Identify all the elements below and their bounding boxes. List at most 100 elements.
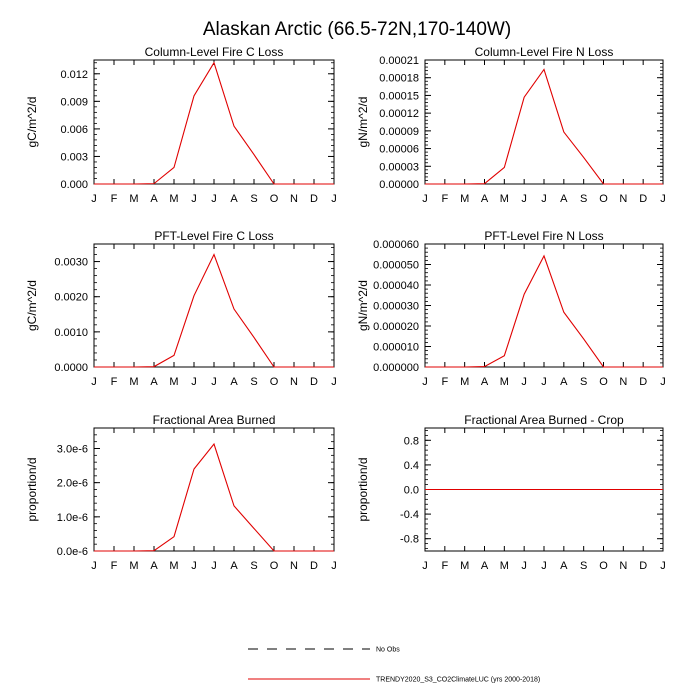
y-tick-label: 0.00012 — [379, 108, 419, 120]
x-tick-label: S — [580, 193, 587, 205]
series-line — [94, 442, 334, 552]
y-tick-label: 0.000 — [60, 179, 88, 191]
x-tick-label: F — [441, 193, 448, 205]
x-tick-label: J — [91, 193, 97, 205]
x-tick-label: N — [619, 560, 627, 572]
y-tick-label: 0.4 — [404, 460, 419, 472]
x-tick-label: J — [331, 560, 337, 572]
x-tick-label: N — [290, 193, 298, 205]
x-tick-label: F — [441, 376, 448, 388]
x-tick-label: J — [422, 376, 428, 388]
x-tick-label: A — [481, 193, 489, 205]
y-tick-label: -0.8 — [400, 534, 419, 546]
y-tick-label: 2.0e-6 — [57, 478, 88, 490]
x-tick-label: M — [169, 560, 178, 572]
x-tick-label: N — [290, 376, 298, 388]
y-tick-label: 0.00003 — [379, 161, 419, 173]
y-tick-label: 0.00015 — [379, 90, 419, 102]
x-tick-label: S — [250, 376, 257, 388]
y-tick-label: 0.009 — [60, 96, 88, 108]
x-tick-label: J — [521, 376, 527, 388]
x-tick-label: M — [500, 560, 509, 572]
x-tick-label: N — [619, 376, 627, 388]
x-tick-label: J — [422, 193, 428, 205]
x-tick-label: A — [560, 193, 568, 205]
y-tick-label: 0.0030 — [54, 257, 88, 269]
series-line — [94, 253, 334, 368]
x-tick-label: J — [521, 560, 527, 572]
chart-title: Column-Level Fire N Loss — [475, 45, 614, 59]
x-tick-label: S — [580, 376, 587, 388]
y-tick-label: 0.00000 — [379, 179, 419, 191]
y-tick-label: 1.0e-6 — [57, 512, 88, 524]
chart-title: Fractional Area Burned — [153, 413, 276, 427]
x-tick-label: J — [91, 560, 97, 572]
y-tick-label: 0.003 — [60, 151, 88, 163]
y-tick-label: 0.000030 — [373, 301, 419, 313]
x-tick-label: J — [191, 560, 197, 572]
x-tick-label: J — [191, 376, 197, 388]
y-tick-label: 0.000040 — [373, 280, 419, 292]
y-axis-label: gN/m^2/d — [356, 97, 370, 148]
x-tick-label: M — [460, 376, 469, 388]
x-tick-label: M — [129, 376, 138, 388]
y-tick-label: 3.0e-6 — [57, 444, 88, 456]
y-tick-label: 0.00006 — [379, 144, 419, 156]
x-tick-label: A — [150, 376, 158, 388]
x-tick-label: J — [422, 560, 428, 572]
x-tick-label: J — [211, 376, 217, 388]
x-tick-label: M — [460, 560, 469, 572]
y-tick-label: 0.000060 — [373, 239, 419, 251]
x-tick-label: O — [599, 193, 608, 205]
x-tick-label: D — [639, 193, 647, 205]
y-tick-label: -0.4 — [400, 509, 419, 521]
x-tick-label: F — [111, 376, 118, 388]
x-tick-label: J — [331, 193, 337, 205]
x-tick-label: J — [541, 376, 547, 388]
x-tick-label: M — [129, 193, 138, 205]
x-tick-label: A — [230, 376, 238, 388]
x-tick-label: J — [521, 193, 527, 205]
x-tick-label: J — [541, 560, 547, 572]
x-tick-label: O — [270, 193, 279, 205]
y-tick-label: 0.012 — [60, 69, 88, 81]
x-tick-label: M — [169, 193, 178, 205]
x-tick-label: D — [310, 376, 318, 388]
x-tick-label: F — [111, 193, 118, 205]
y-tick-label: 0.006 — [60, 124, 88, 136]
figure-title: Alaskan Arctic (66.5-72N,170-140W) — [203, 19, 511, 40]
plot-frame — [424, 243, 664, 368]
plot-frame — [93, 243, 335, 368]
x-tick-label: A — [560, 376, 568, 388]
x-tick-label: S — [250, 193, 257, 205]
x-tick-label: O — [270, 560, 279, 572]
chart-title: PFT-Level Fire C Loss — [154, 229, 273, 243]
x-tick-label: J — [660, 560, 666, 572]
x-tick-label: N — [290, 560, 298, 572]
x-tick-label: A — [481, 560, 489, 572]
x-tick-label: J — [541, 193, 547, 205]
y-tick-label: 0.00018 — [379, 73, 419, 85]
x-tick-label: A — [481, 376, 489, 388]
y-axis-label: proportion/d — [356, 457, 370, 521]
x-tick-label: O — [599, 560, 608, 572]
y-tick-label: 0.0020 — [54, 292, 88, 304]
x-tick-label: O — [270, 376, 279, 388]
x-tick-label: M — [460, 193, 469, 205]
x-tick-label: N — [619, 193, 627, 205]
x-tick-label: J — [331, 376, 337, 388]
x-tick-label: J — [91, 376, 97, 388]
chart-panel-6: Fractional Area Burned - Crop proportion/… — [356, 413, 666, 572]
chart-title: Column-Level Fire C Loss — [145, 45, 284, 59]
x-tick-label: J — [191, 193, 197, 205]
x-tick-label: A — [150, 560, 158, 572]
x-tick-label: S — [580, 560, 587, 572]
y-tick-label: 0.000050 — [373, 260, 419, 272]
